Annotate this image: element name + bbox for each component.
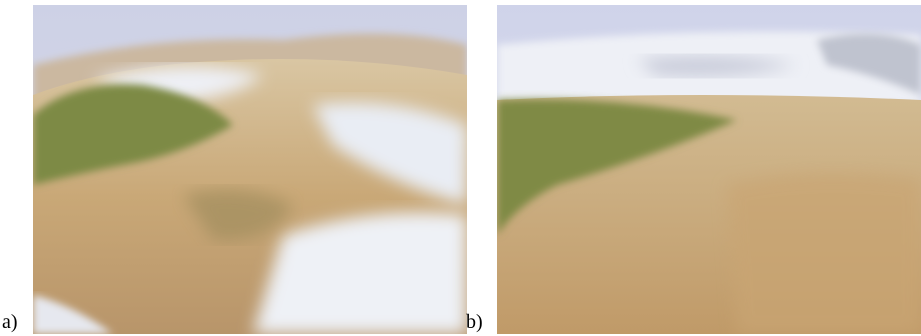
terrain-render [497,5,921,334]
terrain-render [33,5,467,334]
figure: a) b) [0,0,921,336]
panel-label: a) [2,312,18,332]
panel-label: b) [466,312,483,332]
